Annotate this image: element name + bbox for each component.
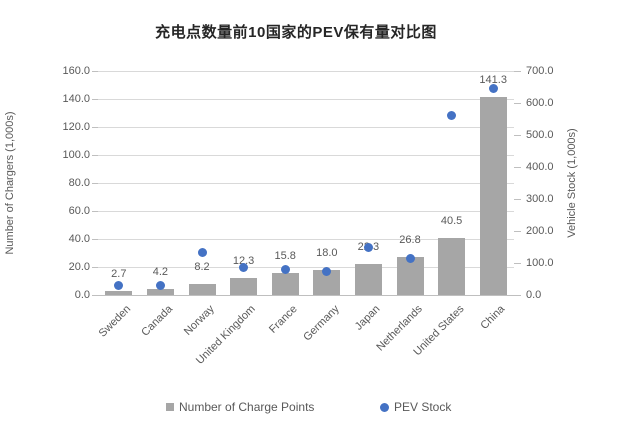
right-axis-tick bbox=[514, 294, 521, 296]
bar-china bbox=[479, 97, 507, 295]
left-axis-tick-label: 100.0 bbox=[62, 149, 90, 161]
left-axis-title: Number of Chargers (1,000s) bbox=[4, 111, 16, 255]
pev-stock-dot-netherlands bbox=[405, 254, 415, 264]
pev-stock-dot-sweden bbox=[114, 281, 124, 291]
x-axis-label-china: China bbox=[478, 303, 508, 332]
x-axis-label-canada: Canada bbox=[139, 303, 175, 339]
left-axis-tick bbox=[92, 210, 98, 212]
right-axis-tick-label: 500.0 bbox=[526, 129, 554, 141]
bar-norway bbox=[188, 283, 216, 295]
legend-item-pev-stock: PEV Stock bbox=[380, 400, 451, 414]
legend-label-pev-stock: PEV Stock bbox=[394, 400, 452, 414]
right-axis-tick-label: 400.0 bbox=[526, 161, 554, 173]
x-axis-label-france: France bbox=[266, 303, 300, 336]
x-axis-label-japan: Japan bbox=[353, 303, 383, 333]
bar-value-label-canada: 4.2 bbox=[152, 266, 169, 279]
right-axis-tick-label: 300.0 bbox=[526, 193, 554, 205]
pev-stock-dot-france bbox=[280, 264, 290, 274]
bar-series-legend-marker bbox=[166, 403, 174, 411]
pev-stock-dot-united-states bbox=[447, 111, 457, 121]
left-axis-tick-label: 20.0 bbox=[68, 261, 90, 273]
gridline bbox=[98, 266, 514, 268]
right-axis-tick bbox=[514, 70, 521, 72]
gridline bbox=[98, 210, 514, 212]
bar-value-label-sweden: 2.7 bbox=[111, 268, 127, 281]
left-axis-tick bbox=[92, 70, 98, 72]
right-axis-tick-label: 100.0 bbox=[526, 257, 554, 269]
left-axis-tick bbox=[92, 98, 98, 100]
x-axis-label-sweden: Sweden bbox=[96, 303, 134, 340]
bar-united-states bbox=[438, 238, 466, 295]
gridline bbox=[98, 238, 514, 240]
right-axis-tick bbox=[514, 198, 521, 200]
right-axis-tick bbox=[514, 166, 521, 168]
gridline bbox=[98, 182, 514, 184]
bar-value-label-netherlands: 26.8 bbox=[399, 234, 421, 247]
x-axis-label-norway: Norway bbox=[181, 303, 217, 338]
left-axis-tick bbox=[92, 126, 98, 128]
bar-sweden bbox=[105, 291, 133, 295]
left-axis-tick bbox=[92, 294, 98, 296]
gridline bbox=[98, 154, 514, 156]
chart-title: 充电点数量前10国家的PEV保有量对比图 bbox=[155, 24, 437, 41]
right-axis-tick-label: 0.0 bbox=[526, 289, 542, 301]
bar-united-kingdom bbox=[230, 277, 258, 295]
pev-stock-dot-germany bbox=[322, 267, 332, 277]
right-axis-title: Vehicle Stock (1,000s) bbox=[566, 128, 578, 238]
bar-value-label-united-states: 40.5 bbox=[440, 215, 463, 228]
right-axis-tick-label: 700.0 bbox=[526, 65, 554, 77]
left-axis-tick-label: 40.0 bbox=[68, 233, 90, 245]
pev-stock-dot-norway bbox=[197, 247, 207, 257]
right-axis-tick-label: 600.0 bbox=[526, 97, 554, 109]
pev-stock-dot-united-kingdom bbox=[239, 262, 249, 272]
left-axis-tick-label: 140.0 bbox=[62, 93, 90, 105]
left-axis-tick-label: 80.0 bbox=[68, 177, 90, 189]
right-axis-tick bbox=[514, 262, 521, 264]
bar-france bbox=[271, 272, 299, 295]
bar-value-label-united-kingdom: 12.3 bbox=[232, 254, 255, 267]
bar-value-label-france: 15.8 bbox=[274, 249, 296, 262]
left-axis-tick bbox=[92, 266, 98, 268]
left-axis-tick-label: 0.0 bbox=[74, 289, 90, 301]
pev-stock-dot-china bbox=[488, 84, 498, 94]
bar-canada bbox=[146, 289, 174, 295]
x-axis-line bbox=[98, 294, 514, 296]
bar-value-label-china: 141.3 bbox=[479, 74, 507, 87]
left-axis-tick bbox=[92, 154, 98, 156]
right-axis-tick bbox=[514, 230, 521, 232]
bar-value-label-germany: 18.0 bbox=[316, 246, 338, 259]
left-axis-tick-label: 60.0 bbox=[68, 205, 90, 217]
scatter-series-legend-marker bbox=[380, 402, 389, 412]
gridline bbox=[98, 98, 514, 100]
legend: Number of Charge Points PEV Stock bbox=[0, 398, 640, 416]
left-axis-tick bbox=[92, 238, 98, 240]
right-axis-tick-label: 200.0 bbox=[526, 225, 554, 237]
legend-item-charge-points: Number of Charge Points bbox=[166, 400, 314, 414]
bar-netherlands bbox=[396, 257, 424, 295]
right-axis-tick bbox=[514, 102, 521, 104]
gridline bbox=[98, 126, 514, 128]
pev-stock-dot-canada bbox=[155, 280, 165, 290]
gridline bbox=[98, 70, 514, 72]
left-axis-tick-label: 160.0 bbox=[62, 65, 90, 77]
left-axis-tick-label: 120.0 bbox=[62, 121, 90, 133]
bar-japan bbox=[354, 263, 382, 295]
pev-stock-dot-japan bbox=[363, 243, 373, 253]
right-axis-tick bbox=[514, 134, 521, 136]
left-axis-tick bbox=[92, 182, 98, 184]
x-axis-label-germany: Germany bbox=[300, 303, 342, 344]
legend-label-charge-points: Number of Charge Points bbox=[179, 400, 315, 414]
bar-value-label-norway: 8.2 bbox=[194, 260, 210, 273]
